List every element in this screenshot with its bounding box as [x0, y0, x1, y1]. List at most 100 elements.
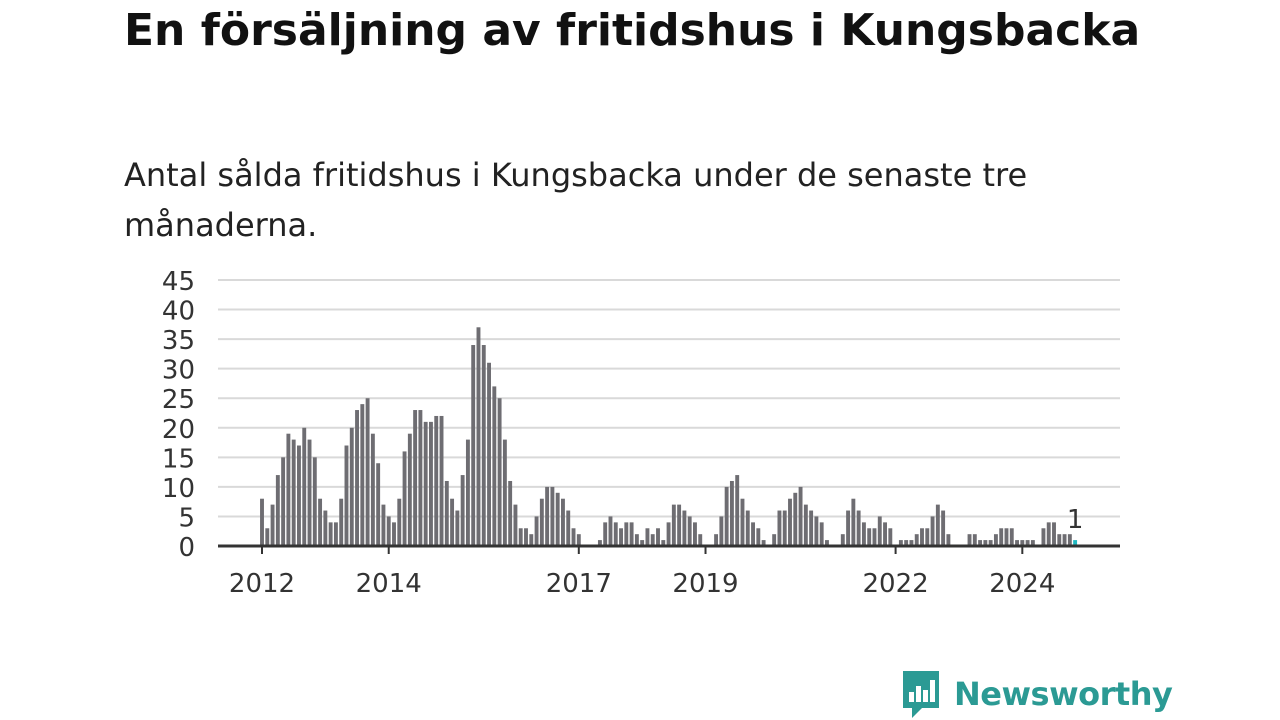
- bar: [677, 504, 682, 546]
- bar: [624, 522, 629, 546]
- bar: [788, 498, 792, 546]
- bar: [840, 534, 845, 546]
- bar: [344, 445, 349, 546]
- bar: [487, 362, 491, 546]
- bar: [328, 522, 333, 546]
- bar: [1052, 522, 1056, 546]
- bar: [444, 480, 449, 546]
- bar: [798, 486, 803, 546]
- bar: [782, 510, 787, 546]
- bar: [909, 540, 914, 546]
- bar: [920, 528, 924, 546]
- bar: [323, 510, 328, 546]
- bar: [1004, 528, 1009, 546]
- bar: [1046, 522, 1051, 546]
- bar: [925, 528, 930, 546]
- bar: [988, 540, 993, 546]
- bar: [803, 504, 808, 546]
- bar: [856, 510, 861, 546]
- bar: [941, 510, 946, 546]
- bar: [407, 433, 412, 546]
- bar: [418, 410, 423, 546]
- bar: [471, 345, 476, 546]
- x-tick-label: 2019: [672, 569, 738, 599]
- bar: [1020, 540, 1025, 546]
- bar: [355, 410, 359, 546]
- bar: [513, 504, 518, 546]
- chart-title: En försäljning av fritidshus i Kungsback…: [124, 5, 1141, 56]
- bar: [275, 475, 280, 546]
- x-tick-label: 2024: [989, 569, 1055, 599]
- bar: [297, 445, 301, 546]
- y-tick-label: 20: [162, 415, 195, 445]
- bar: [423, 421, 428, 546]
- bar: [740, 498, 745, 546]
- bar-chart-speech-bubble-icon: [903, 671, 939, 718]
- x-axis-ticks: 2012 2014 2017 2019 2022 2024: [229, 546, 1055, 599]
- bar: [1062, 534, 1067, 546]
- bar: [819, 522, 824, 546]
- bar: [307, 439, 312, 546]
- bar: [450, 498, 455, 546]
- bar: [809, 510, 814, 546]
- bar: [935, 504, 940, 546]
- bar: [439, 415, 444, 546]
- bar: [761, 540, 766, 546]
- bar: [1067, 534, 1072, 546]
- bar: [735, 475, 740, 546]
- bar: [793, 492, 798, 546]
- bar: [608, 516, 613, 546]
- bar: [265, 528, 270, 546]
- bar: [270, 504, 275, 546]
- bar: [751, 522, 755, 546]
- bar: [1025, 540, 1030, 546]
- bar: [698, 534, 703, 546]
- bar: [333, 522, 338, 546]
- bar: [1015, 540, 1019, 546]
- bar: [930, 516, 935, 546]
- bar: [946, 534, 951, 546]
- bar: [318, 498, 323, 546]
- bar: [476, 327, 481, 546]
- bar: [555, 492, 560, 546]
- bar: [312, 457, 317, 546]
- bar: [302, 427, 307, 546]
- bar: [656, 528, 660, 546]
- bar: [291, 439, 296, 546]
- y-tick-label: 15: [162, 444, 195, 474]
- y-tick-label: 45: [162, 267, 195, 297]
- bar: [386, 516, 391, 546]
- bar: [904, 540, 909, 546]
- bar: [898, 540, 903, 546]
- bar: [883, 522, 887, 546]
- bars: [260, 327, 1078, 546]
- bar: [286, 433, 291, 546]
- bar: [360, 404, 365, 546]
- bar: [392, 522, 396, 546]
- bar: [603, 522, 608, 546]
- bar: [993, 534, 998, 546]
- x-tick-label: 2014: [356, 569, 422, 599]
- y-tick-label: 10: [162, 474, 195, 504]
- bar: [745, 510, 750, 546]
- bar: [687, 516, 692, 546]
- bar: [1057, 534, 1062, 546]
- bar: [465, 439, 470, 546]
- bar: [481, 345, 486, 546]
- bar: [370, 433, 375, 546]
- bar: [1009, 528, 1014, 546]
- bar: [597, 540, 602, 546]
- bar: [434, 415, 439, 546]
- x-tick-label: 2017: [546, 569, 612, 599]
- bar: [851, 498, 856, 546]
- bar: [666, 522, 671, 546]
- bar: [714, 534, 719, 546]
- y-tick-label: 25: [162, 385, 195, 415]
- bar: [682, 510, 687, 546]
- bar: [339, 498, 344, 546]
- bar: [381, 504, 386, 546]
- y-tick-label: 0: [178, 533, 195, 563]
- bar: [867, 528, 872, 546]
- bar: [508, 480, 513, 546]
